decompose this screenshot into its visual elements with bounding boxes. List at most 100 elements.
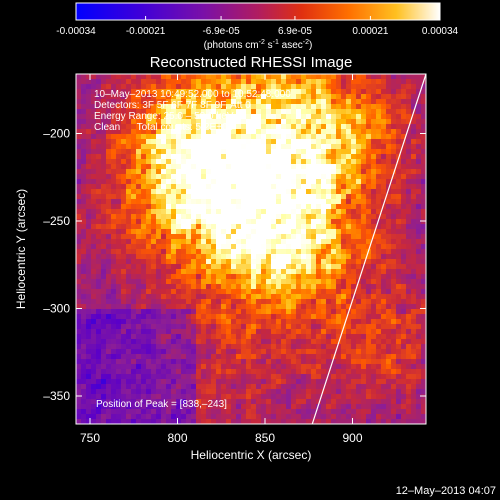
heatmap-cell: [151, 114, 157, 120]
heatmap-cell: [131, 344, 137, 350]
heatmap-cell: [141, 344, 147, 350]
heatmap-cell: [346, 119, 352, 125]
heatmap-cell: [391, 84, 397, 90]
heatmap-cell: [136, 109, 142, 115]
heatmap-cell: [176, 174, 182, 180]
heatmap-cell: [236, 299, 242, 305]
heatmap-cell: [96, 234, 102, 240]
heatmap-cell: [281, 179, 287, 185]
heatmap-cell: [336, 399, 342, 405]
heatmap-cell: [91, 254, 97, 260]
heatmap-cell: [341, 244, 347, 250]
heatmap-cell: [271, 399, 277, 405]
heatmap-cell: [226, 379, 232, 385]
heatmap-cell: [321, 244, 327, 250]
heatmap-cell: [311, 279, 317, 285]
heatmap-cell: [291, 419, 297, 424]
chart-title: Reconstructed RHESSI Image: [150, 54, 353, 71]
heatmap-cell: [81, 89, 87, 95]
heatmap-cell: [171, 414, 177, 420]
heatmap-cell: [191, 169, 197, 175]
heatmap-cell: [361, 409, 367, 415]
heatmap-cell: [406, 159, 412, 165]
heatmap-cell: [386, 154, 392, 160]
heatmap-cell: [341, 359, 347, 365]
heatmap-cell: [421, 99, 426, 105]
heatmap-cell: [316, 244, 322, 250]
heatmap-cell: [171, 299, 177, 305]
heatmap-cell: [131, 294, 137, 300]
heatmap-cell: [206, 199, 212, 205]
heatmap-cell: [286, 264, 292, 270]
heatmap-cell: [91, 209, 97, 215]
heatmap-cell: [211, 374, 217, 380]
heatmap-cell: [376, 259, 382, 265]
heatmap-cell: [156, 344, 162, 350]
heatmap-cell: [316, 389, 322, 395]
heatmap-cell: [86, 109, 92, 115]
heatmap-cell: [381, 369, 387, 375]
heatmap-cell: [361, 139, 367, 145]
annotation-energy-range: Energy Range: 25.0 – 50.0 keV: [94, 111, 234, 122]
heatmap-cell: [381, 254, 387, 260]
heatmap-cell: [351, 264, 357, 270]
heatmap-cell: [216, 94, 222, 100]
heatmap-cell: [231, 204, 237, 210]
heatmap-cell: [351, 189, 357, 195]
heatmap-cell: [286, 414, 292, 420]
heatmap-cell: [381, 304, 387, 310]
heatmap-cell: [351, 369, 357, 375]
heatmap-cell: [406, 134, 412, 140]
heatmap-cell: [181, 299, 187, 305]
heatmap-cell: [256, 409, 262, 415]
heatmap-cell: [306, 129, 312, 135]
heatmap-cell: [101, 99, 107, 105]
heatmap-cell: [266, 94, 272, 100]
heatmap-cell: [316, 144, 322, 150]
heatmap-cell: [326, 109, 332, 115]
heatmap-cell: [276, 289, 282, 295]
heatmap-cell: [271, 344, 277, 350]
heatmap-cell: [156, 204, 162, 210]
heatmap-cell: [256, 384, 262, 390]
heatmap-cell: [156, 179, 162, 185]
heatmap-cell: [386, 419, 392, 424]
heatmap-cell: [161, 109, 167, 115]
heatmap-cell: [356, 94, 362, 100]
heatmap-cell: [416, 194, 422, 200]
heatmap-cell: [76, 329, 82, 335]
heatmap-cell: [361, 209, 367, 215]
heatmap-cell: [216, 169, 222, 175]
heatmap-cell: [326, 259, 332, 265]
heatmap-cell: [396, 149, 402, 155]
heatmap-cell: [116, 274, 122, 280]
heatmap-cell: [201, 279, 207, 285]
heatmap-cell: [256, 124, 262, 130]
heatmap-cell: [296, 364, 302, 370]
heatmap-cell: [316, 384, 322, 390]
heatmap-cell: [196, 284, 202, 290]
heatmap-cell: [96, 124, 102, 130]
heatmap-cell: [301, 274, 307, 280]
heatmap-cell: [166, 259, 172, 265]
heatmap-cell: [421, 94, 426, 100]
heatmap-cell: [286, 369, 292, 375]
heatmap-cell: [131, 404, 137, 410]
heatmap-cell: [396, 299, 402, 305]
heatmap-cell: [361, 74, 367, 80]
heatmap-cell: [251, 134, 257, 140]
heatmap-cell: [406, 339, 412, 345]
heatmap-cell: [261, 204, 267, 210]
heatmap-cell: [331, 79, 337, 85]
heatmap-cell: [111, 119, 117, 125]
heatmap-cell: [416, 349, 422, 355]
heatmap-cell: [276, 309, 282, 315]
heatmap-cell: [406, 284, 412, 290]
heatmap-cell: [146, 134, 152, 140]
heatmap-cell: [401, 224, 407, 230]
heatmap-cell: [286, 389, 292, 395]
heatmap-cell: [286, 329, 292, 335]
heatmap-cell: [131, 139, 137, 145]
heatmap-cell: [371, 384, 377, 390]
heatmap-cell: [291, 309, 297, 315]
